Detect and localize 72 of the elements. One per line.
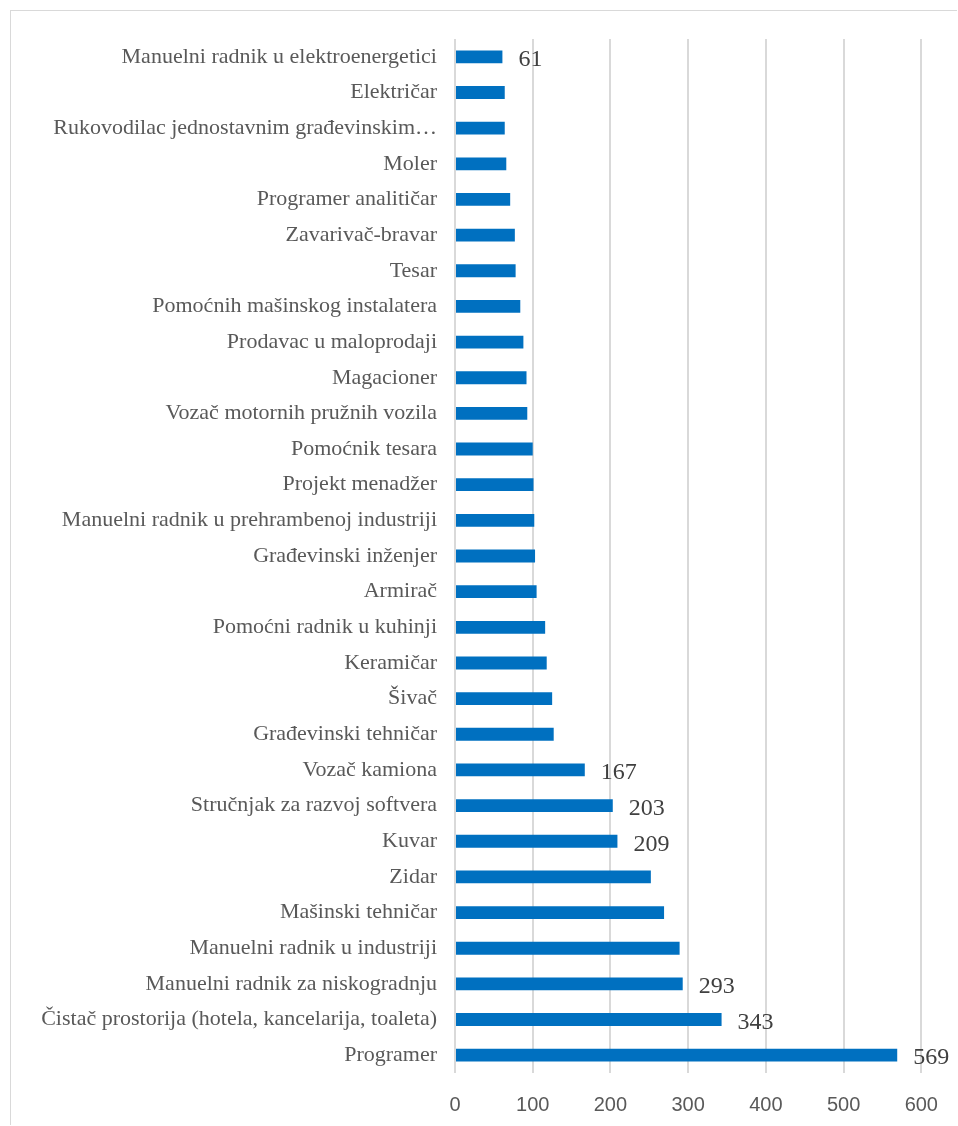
y-tick-label: Keramičar — [344, 648, 438, 674]
y-tick-label: Vozač motornih pružnih vozila — [165, 399, 438, 425]
bar — [456, 513, 535, 527]
y-tick-label: Programer analitičar — [256, 185, 438, 211]
bar — [456, 50, 503, 64]
bar — [456, 977, 683, 991]
bar — [456, 300, 521, 313]
y-tick-label: Armirač — [363, 577, 438, 603]
bar — [456, 86, 505, 99]
y-tick-label: Građevinski tehničar — [253, 720, 438, 746]
y-tick-label: Rukovodilac jednostavnim građevinskim… — [53, 113, 437, 139]
y-tick-label: Stručnjak za razvoj softvera — [190, 791, 438, 817]
bar — [456, 620, 546, 634]
bar — [456, 1048, 898, 1062]
data-label: 343 — [737, 1007, 774, 1034]
bar — [456, 406, 528, 420]
bar — [456, 727, 554, 741]
bar — [456, 478, 534, 492]
x-tick-label: 0 — [449, 1092, 461, 1115]
y-tick-label: Manuelni radnik za niskogradnju — [145, 969, 437, 995]
bar — [456, 763, 585, 777]
bar — [456, 335, 524, 349]
x-tick-label: 300 — [671, 1092, 705, 1115]
bar — [456, 549, 536, 563]
x-tick-label: 200 — [593, 1092, 628, 1115]
y-tick-label: Vozač kamiona — [302, 755, 438, 781]
bar — [456, 228, 515, 242]
y-tick-label: Pomoćnik tesara — [290, 434, 438, 460]
bar — [456, 870, 651, 884]
bar — [456, 193, 511, 206]
y-tick-label: Čistač prostorija (hotela, kancelarija, toaleta) — [41, 1005, 437, 1031]
y-tick-label: Moler — [383, 149, 438, 175]
bar — [456, 906, 665, 919]
y-tick-label: Kuvar — [382, 827, 438, 853]
y-tick-label: Mašinski tehničar — [279, 898, 438, 924]
y-tick-label: Programer — [344, 1040, 438, 1066]
data-label: 61 — [518, 45, 543, 72]
y-tick-label: Magacioner — [331, 363, 438, 389]
data-label: 569 — [913, 1043, 950, 1070]
y-tick-label: Pomoćni radnik u kuhinji — [212, 613, 437, 639]
y-tick-label: Tesar — [389, 256, 438, 282]
y-tick-label: Projekt menadžer — [282, 470, 438, 496]
bar — [456, 1013, 722, 1026]
bar — [456, 442, 533, 456]
data-label: 209 — [633, 829, 670, 856]
x-tick-label: 400 — [749, 1092, 783, 1115]
y-tick-label: Zavarivač-bravar — [285, 220, 438, 246]
x-tick-label: 100 — [516, 1092, 550, 1115]
bar — [456, 371, 527, 385]
bar — [456, 834, 618, 848]
bar — [456, 585, 537, 599]
bar — [456, 656, 547, 670]
x-tick-label: 600 — [904, 1092, 938, 1115]
y-tick-label: Manuelni radnik u elektroenergetici — [121, 42, 437, 68]
bar — [456, 692, 553, 706]
bar — [456, 264, 516, 278]
y-tick-label: Građevinski inženjer — [253, 541, 438, 567]
x-tick-label: 500 — [826, 1092, 861, 1115]
y-tick-label: Prodavac u maloprodaji — [226, 327, 437, 353]
y-tick-label: Električar — [350, 78, 438, 104]
bar — [456, 941, 680, 955]
y-tick-label: Manuelni radnik u prehrambenoj industriji — [61, 506, 437, 532]
bar — [456, 121, 505, 135]
bar — [456, 799, 613, 812]
data-label: 293 — [698, 972, 735, 999]
y-tick-label: Manuelni radnik u industriji — [189, 933, 437, 959]
data-label: 203 — [628, 793, 665, 820]
y-tick-label: Šivač — [388, 684, 438, 710]
bar — [456, 157, 507, 171]
y-tick-label: Pomoćnih mašinskog instalatera — [152, 292, 438, 318]
data-label: 167 — [600, 758, 637, 785]
y-tick-label: Zidar — [389, 862, 438, 888]
